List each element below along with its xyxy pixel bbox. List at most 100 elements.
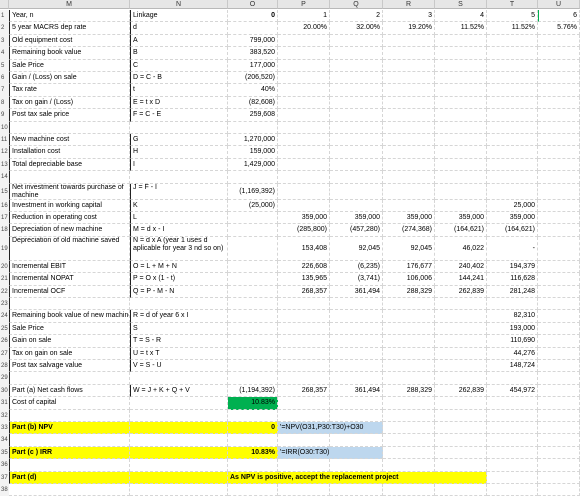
cell-n2[interactable]: d	[130, 22, 228, 35]
cell-s3[interactable]	[435, 34, 487, 48]
cell-u27[interactable]	[538, 347, 580, 360]
row-number[interactable]: 29	[0, 372, 9, 385]
cell-q1[interactable]: 2	[330, 10, 383, 23]
cell-p23[interactable]	[278, 298, 330, 311]
cell-t28[interactable]: 148,724	[487, 360, 538, 373]
cell-t17[interactable]: 359,000	[487, 212, 538, 225]
cell-m38[interactable]	[9, 484, 130, 496]
cell-t3[interactable]	[487, 34, 538, 48]
cell-t19[interactable]: -	[487, 236, 538, 261]
cell-s18[interactable]: (164,621)	[435, 224, 487, 237]
cell-r25[interactable]	[383, 322, 435, 336]
column-header-q[interactable]: Q	[330, 0, 383, 9]
cell-p30[interactable]: 268,357	[278, 384, 330, 398]
cell-p20[interactable]: 226,608	[278, 260, 330, 274]
row-number[interactable]: 19	[0, 236, 9, 261]
cell-s15[interactable]	[435, 183, 487, 200]
cell-t27[interactable]: 44,276	[487, 347, 538, 360]
cell-t22[interactable]: 281,248	[487, 285, 538, 298]
cell-o23[interactable]	[228, 298, 278, 311]
cell-t7[interactable]	[487, 84, 538, 97]
cell-t9[interactable]	[487, 109, 538, 122]
cell-u4[interactable]	[538, 47, 580, 60]
cell-r15[interactable]	[383, 183, 435, 200]
cell-s14[interactable]	[435, 171, 487, 184]
cell-u35[interactable]	[538, 446, 580, 460]
cell-u15[interactable]	[538, 183, 580, 200]
cell-t35[interactable]	[487, 446, 538, 460]
cell-p10[interactable]	[278, 121, 330, 134]
cell-t37[interactable]	[487, 471, 538, 484]
cell-r12[interactable]	[383, 146, 435, 159]
cell-u7[interactable]	[538, 84, 580, 97]
cell-u18[interactable]	[538, 224, 580, 237]
cell-t34[interactable]	[487, 434, 538, 447]
cell-q2[interactable]: 32.00%	[330, 22, 383, 35]
column-header-m[interactable]: M	[9, 0, 130, 9]
column-header-s[interactable]: S	[435, 0, 487, 9]
cell-r26[interactable]	[383, 335, 435, 348]
cell-m36[interactable]	[9, 459, 130, 472]
cell-t13[interactable]	[487, 158, 538, 172]
cell-n19[interactable]: N = d x A (year 1 uses d aplicable for y…	[130, 236, 228, 261]
row-number[interactable]: 32	[0, 409, 9, 422]
cell-q13[interactable]	[330, 158, 383, 172]
cell-t2[interactable]: 11.52%	[487, 22, 538, 35]
cell-m10[interactable]	[9, 121, 130, 134]
cell-m15[interactable]: Net investment towards purchase of machi…	[9, 183, 130, 200]
cell-s29[interactable]	[435, 372, 487, 385]
cell-p26[interactable]	[278, 335, 330, 348]
column-header-u[interactable]: U	[538, 0, 580, 9]
cell-n29[interactable]	[130, 372, 228, 385]
cell-u29[interactable]	[538, 372, 580, 385]
row-number[interactable]: 25	[0, 322, 9, 336]
cell-u37[interactable]	[538, 471, 580, 484]
cell-t33[interactable]	[487, 422, 538, 435]
cell-r33[interactable]	[383, 422, 435, 435]
cell-q7[interactable]	[330, 84, 383, 97]
cell-n22[interactable]: Q = P - M - N	[130, 285, 228, 298]
cell-o13[interactable]: 1,429,000	[228, 158, 278, 172]
cell-p12[interactable]	[278, 146, 330, 159]
cell-m14[interactable]	[9, 171, 130, 184]
cell-q26[interactable]	[330, 335, 383, 348]
cell-m18[interactable]: Depreciation of new machine	[9, 224, 130, 237]
cell-s31[interactable]	[435, 397, 487, 410]
cell-o30[interactable]: (1,194,392)	[228, 384, 278, 398]
cell-n27[interactable]: U = t x T	[130, 347, 228, 360]
cell-r24[interactable]	[383, 310, 435, 323]
cell-q27[interactable]	[330, 347, 383, 360]
cell-q3[interactable]	[330, 34, 383, 48]
cell-n26[interactable]: T = S - R	[130, 335, 228, 348]
cell-u19[interactable]	[538, 236, 580, 261]
cell-q23[interactable]	[330, 298, 383, 311]
cell-m3[interactable]: Old equipment cost	[9, 34, 130, 48]
cell-r13[interactable]	[383, 158, 435, 172]
row-number[interactable]: 16	[0, 199, 9, 212]
cell-r35[interactable]	[383, 446, 435, 460]
cell-o29[interactable]	[228, 372, 278, 385]
cell-p8[interactable]	[278, 96, 330, 110]
cell-n13[interactable]: I	[130, 158, 228, 172]
cell-m19[interactable]: Depreciation of old machine saved	[9, 236, 130, 261]
row-number[interactable]: 18	[0, 224, 9, 237]
cell-q9[interactable]	[330, 109, 383, 122]
row-number[interactable]: 10	[0, 121, 9, 134]
cell-m27[interactable]: Tax on gain on sale	[9, 347, 130, 360]
cell-q25[interactable]	[330, 322, 383, 336]
cell-p32[interactable]	[278, 409, 330, 422]
row-number[interactable]: 6	[0, 72, 9, 85]
cell-n28[interactable]: V = S - U	[130, 360, 228, 373]
row-number[interactable]: 33	[0, 422, 9, 435]
row-number[interactable]: 22	[0, 285, 9, 298]
cell-u5[interactable]	[538, 59, 580, 72]
row-number[interactable]: 8	[0, 96, 9, 110]
cell-q32[interactable]	[330, 409, 383, 422]
cell-q28[interactable]	[330, 360, 383, 373]
cell-r34[interactable]	[383, 434, 435, 447]
cell-n18[interactable]: M = d x - I	[130, 224, 228, 237]
cell-n9[interactable]: F = C - E	[130, 109, 228, 122]
cell-t32[interactable]	[487, 409, 538, 422]
cell-n12[interactable]: H	[130, 146, 228, 159]
cell-p5[interactable]	[278, 59, 330, 72]
